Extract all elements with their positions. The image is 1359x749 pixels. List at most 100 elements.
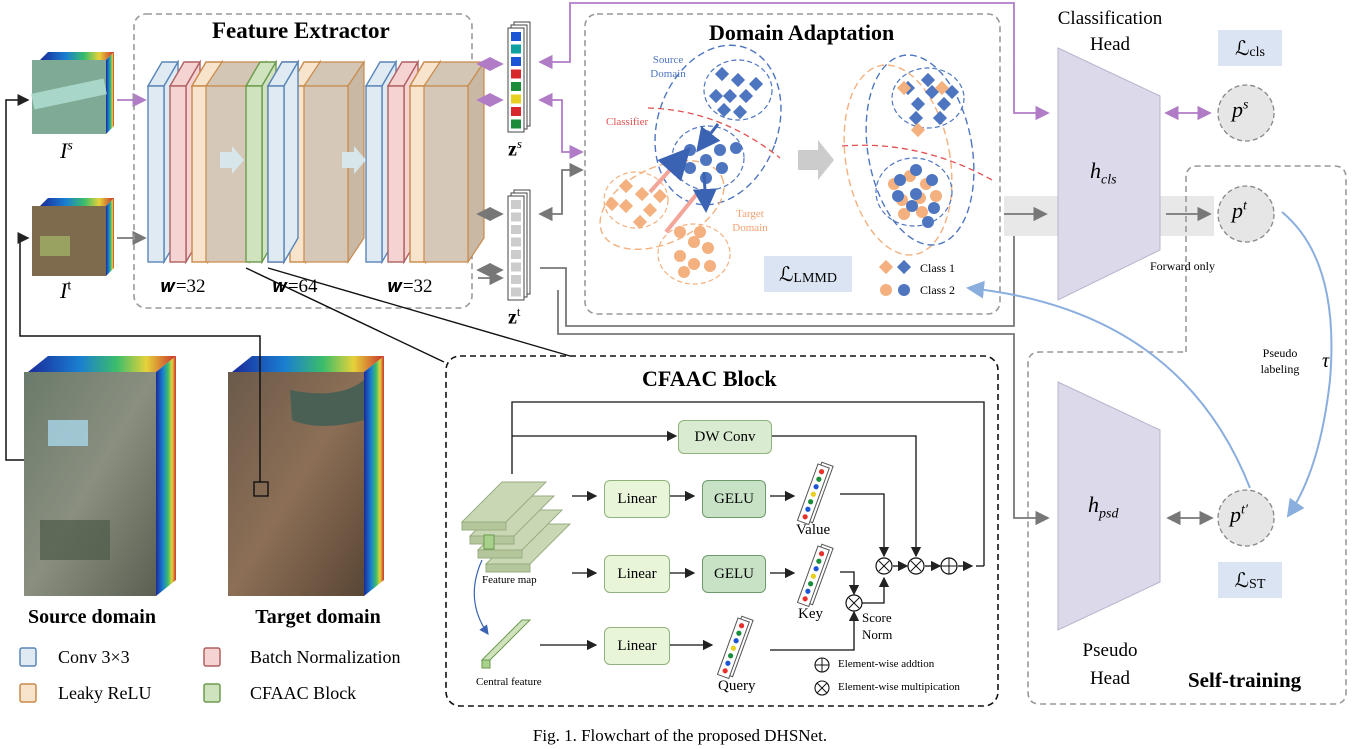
ps-base: p — [1232, 97, 1243, 122]
zs-label: zs — [508, 136, 522, 162]
pt2-label: pt′ — [1230, 502, 1248, 528]
tau-label: τ — [1322, 350, 1330, 372]
zt-label: zt — [508, 304, 521, 330]
target-domain-label-1: Target — [736, 208, 764, 220]
legend-cfaac-label: CFAAC Block — [250, 683, 357, 703]
source-input-label: Is — [60, 138, 73, 164]
st-sub: ST — [1249, 577, 1266, 592]
hpsd-base: h — [1088, 492, 1099, 517]
zs-sup: s — [516, 136, 522, 151]
linear-box-value: Linear — [604, 480, 670, 518]
gelu-label-1: GELU — [714, 490, 754, 507]
value-label: Value — [796, 522, 831, 538]
cls-symbol: ℒ — [1235, 37, 1250, 60]
source-domain-title: Source domain — [28, 606, 156, 628]
width-label-2: 𝒘=64 — [273, 276, 318, 297]
linear-box-key: Linear — [604, 555, 670, 593]
pseudo-labeling-1: Pseudo — [1262, 346, 1298, 360]
pt2-node — [1217, 489, 1275, 547]
width-label-1: 𝒘=32 — [161, 276, 206, 297]
add-legend-label: Element-wise addtion — [838, 658, 935, 670]
pt-sup: t — [1243, 198, 1247, 214]
gelu-label-2: GELU — [714, 565, 754, 582]
loss-lmmd: ℒ LMMD — [764, 256, 852, 292]
pt-label: pt — [1232, 198, 1247, 224]
legend-bn-swatch — [203, 647, 221, 667]
it-base: I — [60, 278, 68, 303]
central-feature-label: Central feature — [476, 676, 542, 688]
linear-label-3: Linear — [617, 637, 657, 654]
source-domain-label-1: Source — [652, 54, 684, 66]
cfaac-block-box — [445, 355, 999, 707]
feature-extractor-title: Feature Extractor — [212, 18, 390, 43]
key-vector — [796, 543, 834, 608]
linear-label-2: Linear — [617, 565, 657, 582]
dw-conv-box: DW Conv — [678, 420, 772, 454]
feature-block — [205, 85, 251, 263]
class-legend — [878, 259, 912, 296]
h-cls-label: hcls — [1090, 158, 1117, 188]
cls-head-title-2: Head — [1089, 34, 1131, 55]
legend-class-2: Class 2 — [920, 283, 956, 297]
score-norm-1: Score — [862, 610, 892, 625]
pseudo-head-title-2: Head — [1089, 668, 1131, 689]
conv-layer — [266, 59, 300, 265]
legend-conv-label: Conv 3×3 — [58, 647, 130, 667]
cfaac-feature-map — [460, 481, 572, 573]
it-sup: t — [67, 278, 72, 294]
forward-only-label: Forward only — [1150, 259, 1215, 273]
target-input-label: It — [60, 278, 71, 304]
query-vector — [716, 615, 754, 680]
score-norm-2: Norm — [862, 627, 893, 642]
pt2-sup: t′ — [1241, 502, 1248, 518]
score-mul-op — [845, 594, 863, 612]
legend-bn-label: Batch Normalization — [250, 647, 401, 667]
zt-sup: t — [516, 304, 521, 319]
pt2-base: p — [1230, 502, 1241, 527]
dw-conv-label: DW Conv — [694, 428, 756, 445]
target-feature-vector — [507, 189, 531, 301]
cls-sub: cls — [1249, 45, 1265, 60]
legend-class-1: Class 1 — [920, 261, 956, 275]
classifier-label: Classifier — [606, 116, 649, 128]
loss-st: ℒ ST — [1218, 562, 1282, 598]
h-psd-label: hpsd — [1088, 492, 1118, 522]
zs-base: z — [508, 138, 517, 161]
mul-op-1 — [875, 557, 893, 575]
figure-caption: Fig. 1. Flowchart of the proposed DHSNet… — [532, 726, 828, 745]
target-patch — [32, 198, 114, 276]
ps-label: ps — [1232, 97, 1248, 123]
query-label: Query — [718, 678, 756, 694]
add-op — [940, 557, 958, 575]
feature-block — [423, 85, 469, 263]
key-label: Key — [798, 606, 823, 622]
source-feature-vector — [507, 21, 531, 133]
legend-cfaac-swatch — [203, 683, 221, 703]
ps-sup: s — [1243, 97, 1249, 113]
mul-op-2 — [907, 557, 925, 575]
lmmd-symbol: ℒ — [779, 263, 794, 286]
gelu-box-key: GELU — [702, 555, 766, 593]
legend-relu-label: Leaky ReLU — [58, 683, 152, 703]
pseudo-labeling-2: labeling — [1260, 362, 1300, 376]
mul-legend-label: Element-wise multipication — [838, 681, 960, 693]
classification-head-shape — [1057, 47, 1161, 301]
width-label-3: 𝒘=32 — [388, 276, 433, 297]
cls-head-title-1: Classification — [1057, 8, 1163, 29]
hcls-sub: cls — [1101, 172, 1117, 188]
zt-base: z — [508, 306, 517, 329]
flow-arrow — [220, 146, 244, 174]
value-vector — [796, 461, 834, 526]
feature-map-label: Feature map — [482, 574, 537, 586]
cfaac-title: CFAAC Block — [642, 366, 777, 391]
pt-node — [1217, 185, 1275, 243]
self-training-label: Self-training — [1188, 668, 1302, 692]
ps-node — [1217, 84, 1275, 142]
pseudo-head-shape — [1057, 381, 1161, 631]
gelu-box-value: GELU — [702, 480, 766, 518]
legend-conv-swatch — [19, 647, 37, 667]
target-domain-label-2: Domain — [732, 222, 768, 234]
domain-adaptation-box — [584, 13, 1001, 315]
